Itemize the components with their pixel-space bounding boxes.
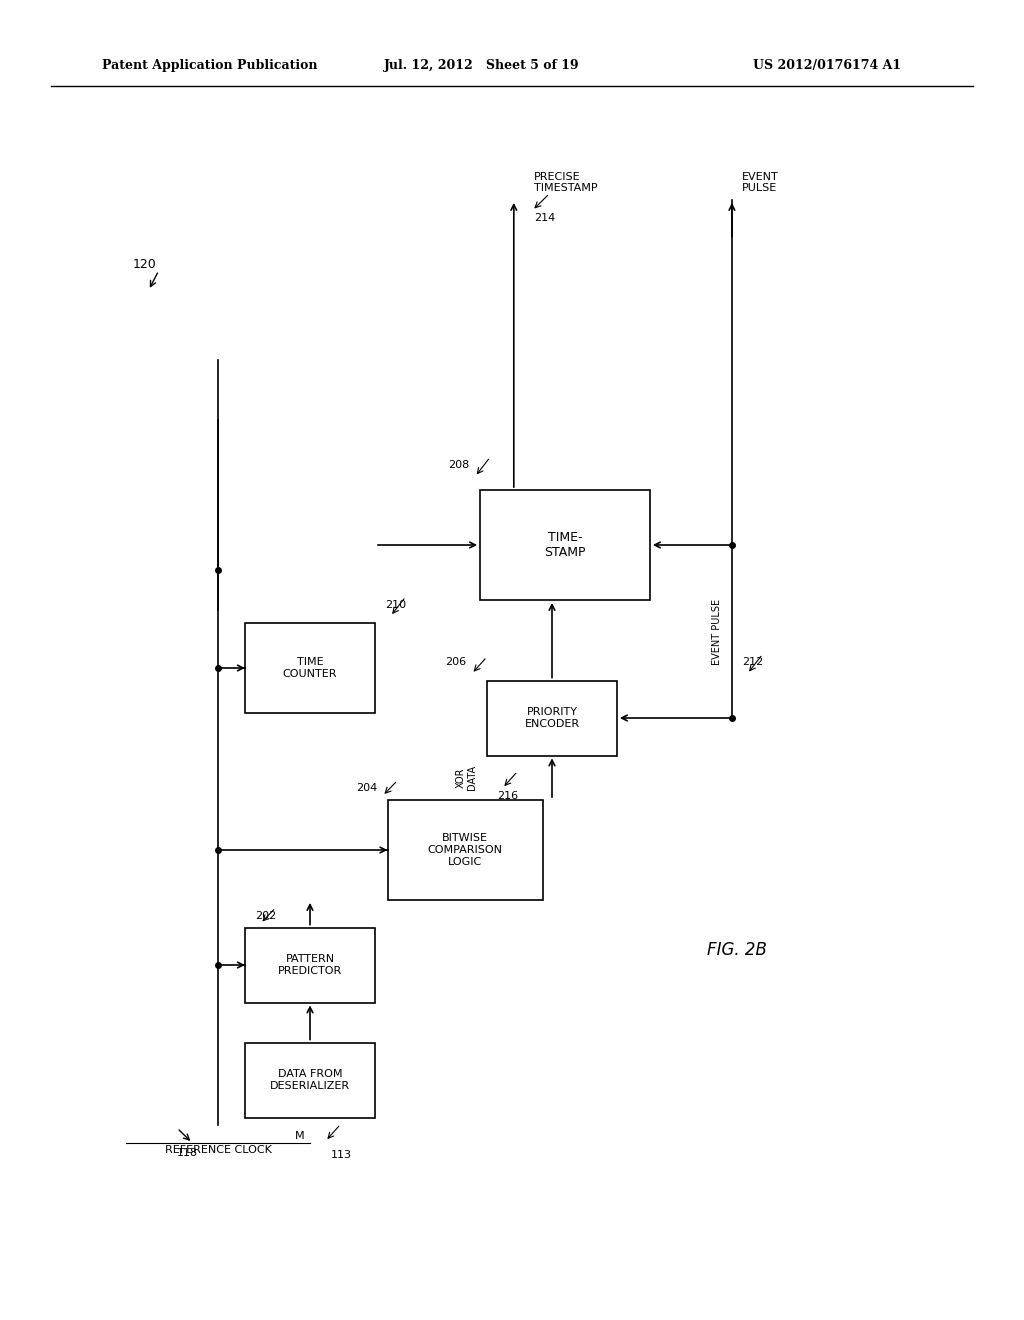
Text: PATTERN
PREDICTOR: PATTERN PREDICTOR xyxy=(278,954,342,975)
Text: REFERENCE CLOCK: REFERENCE CLOCK xyxy=(165,1144,271,1155)
FancyBboxPatch shape xyxy=(245,928,375,1002)
Text: 204: 204 xyxy=(356,783,377,793)
Text: TIME-
STAMP: TIME- STAMP xyxy=(544,531,586,558)
Text: XOR
DATA: XOR DATA xyxy=(456,766,477,791)
FancyBboxPatch shape xyxy=(387,800,543,900)
Text: US 2012/0176174 A1: US 2012/0176174 A1 xyxy=(753,59,901,73)
Text: Jul. 12, 2012   Sheet 5 of 19: Jul. 12, 2012 Sheet 5 of 19 xyxy=(383,59,580,73)
Text: 216: 216 xyxy=(498,791,518,801)
Text: PRIORITY
ENCODER: PRIORITY ENCODER xyxy=(524,708,580,729)
Text: M: M xyxy=(295,1131,304,1140)
Text: 214: 214 xyxy=(535,214,556,223)
Text: 208: 208 xyxy=(449,461,470,470)
Text: EVENT PULSE: EVENT PULSE xyxy=(712,598,722,664)
FancyBboxPatch shape xyxy=(480,490,650,601)
Text: Patent Application Publication: Patent Application Publication xyxy=(102,59,317,73)
Text: 206: 206 xyxy=(445,657,467,668)
Text: TIME
COUNTER: TIME COUNTER xyxy=(283,657,337,678)
Text: 202: 202 xyxy=(255,911,276,921)
Text: 113: 113 xyxy=(331,1151,351,1160)
Text: 120: 120 xyxy=(133,257,157,271)
Text: 210: 210 xyxy=(385,599,407,610)
FancyBboxPatch shape xyxy=(245,623,375,713)
FancyBboxPatch shape xyxy=(245,1043,375,1118)
Text: EVENT
PULSE: EVENT PULSE xyxy=(742,172,779,194)
Text: 212: 212 xyxy=(742,657,764,668)
FancyBboxPatch shape xyxy=(487,681,617,755)
Text: PRECISE
TIMESTAMP: PRECISE TIMESTAMP xyxy=(535,172,598,194)
Text: BITWISE
COMPARISON
LOGIC: BITWISE COMPARISON LOGIC xyxy=(427,833,503,867)
Text: DATA FROM
DESERIALIZER: DATA FROM DESERIALIZER xyxy=(270,1069,350,1090)
Text: FIG. 2B: FIG. 2B xyxy=(708,941,767,960)
Text: 118: 118 xyxy=(176,1148,198,1158)
